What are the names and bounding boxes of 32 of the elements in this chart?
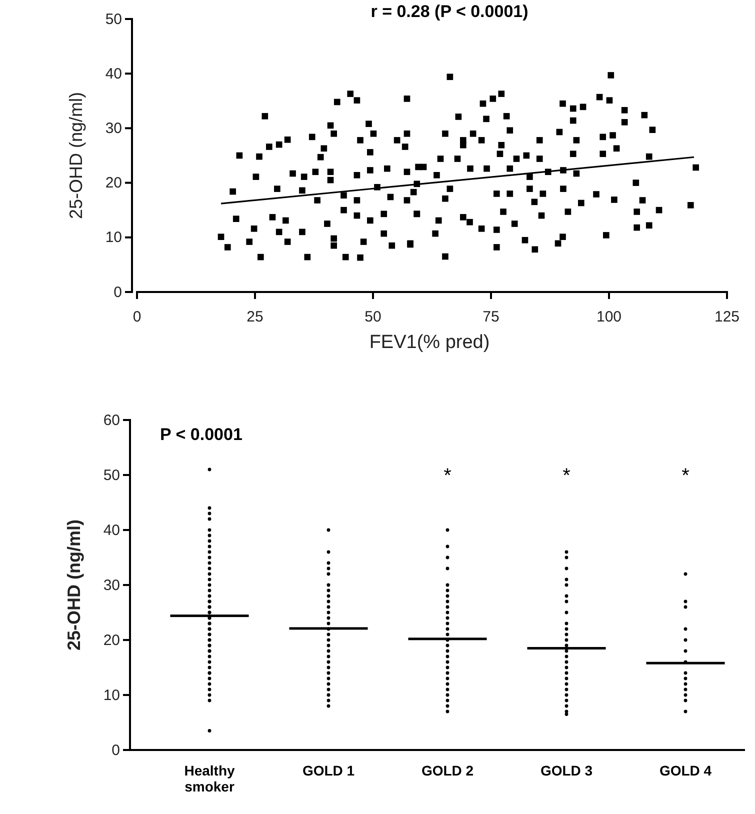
x-tick-label: GOLD 3 [540, 762, 593, 778]
annotation: P < 0.0001 [160, 425, 242, 444]
x-tick-label: 25 [246, 308, 264, 326]
x-tick-label: GOLD 2 [421, 762, 474, 778]
y-tick-label: 30 [105, 120, 122, 137]
y-tick-label: 30 [103, 576, 120, 594]
x-tick-label: GOLD 1 [302, 762, 355, 778]
y-tick-label: 20 [105, 174, 122, 192]
chart-title: r = 0.28 (P < 0.0001) [370, 2, 528, 21]
y-axis-title: 25-OHD (ng/ml) [66, 92, 86, 220]
y-tick-label: 0 [112, 742, 120, 759]
y-tick-label: 50 [105, 10, 122, 28]
y-tick-label: 0 [114, 284, 122, 301]
annotation: * [682, 465, 690, 487]
x-tick-label: Healthy smoker [184, 762, 235, 794]
x-tick-label: 75 [482, 308, 500, 326]
x-tick-label: 100 [596, 308, 622, 326]
x-tick-label: GOLD 4 [659, 762, 712, 778]
y-tick-label: 60 [103, 412, 120, 429]
x-axis-title: FEV1(% pred) [369, 332, 490, 353]
x-tick-label: 125 [714, 308, 740, 326]
y-tick-label: 40 [105, 65, 122, 82]
y-tick-label: 20 [103, 632, 120, 649]
y-tick-label: 50 [103, 466, 120, 484]
y-tick-label: 10 [105, 229, 122, 246]
y-tick-label: 40 [103, 522, 120, 539]
annotation: * [444, 465, 452, 487]
y-axis-title: 25-OHD (ng/ml) [64, 519, 84, 651]
x-tick-label: 0 [132, 308, 142, 326]
x-tick-label: 50 [364, 308, 382, 326]
y-tick-label: 10 [103, 686, 120, 704]
annotation: * [562, 465, 571, 487]
